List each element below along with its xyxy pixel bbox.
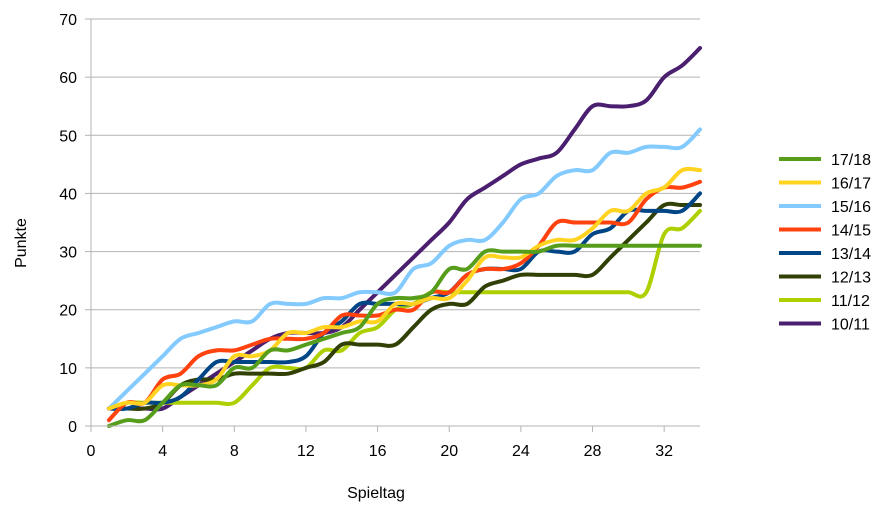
series-line-12-13 [106, 201, 702, 411]
x-tick-label: 28 [584, 443, 602, 460]
legend-item: 12/13 [779, 270, 871, 287]
x-axis-title: Spieltag [347, 485, 405, 502]
legend-label: 17/18 [831, 152, 871, 169]
y-tick-label: 40 [59, 186, 77, 203]
series-lines [106, 46, 702, 428]
x-tick-label: 0 [87, 443, 96, 460]
legend: 17/18 16/17 15/16 14/15 13/14 12/13 11/12 10/11 [779, 152, 871, 334]
legend-item: 17/18 [779, 152, 871, 169]
legend-label: 15/16 [831, 199, 871, 216]
legend-item: 11/12 [779, 293, 870, 310]
y-tick-label: 30 [59, 245, 77, 262]
x-tick-label: 8 [230, 443, 239, 460]
y-tick-label: 50 [59, 128, 77, 145]
x-tick-label: 24 [512, 443, 530, 460]
y-tick-label: 70 [59, 12, 77, 29]
legend-item: 13/14 [779, 246, 871, 263]
series-line-17-18 [106, 243, 702, 428]
series-line-16-17 [106, 166, 702, 411]
legend-item: 15/16 [779, 199, 871, 216]
series-line-15-16 [106, 127, 702, 411]
series-line-11-12 [106, 208, 702, 411]
legend-item: 14/15 [779, 223, 871, 240]
x-tick-label: 4 [158, 443, 167, 460]
legend-label: 10/11 [831, 317, 870, 334]
axes: 0 10 20 30 40 50 60 70 0 4 8 12 16 20 24 28 32 [59, 12, 700, 460]
y-axis-title: Punkte [13, 218, 30, 268]
series-line-14-15 [106, 179, 702, 423]
legend-label: 13/14 [831, 246, 871, 263]
y-tick-label: 60 [59, 70, 77, 87]
legend-label: 11/12 [831, 293, 870, 310]
y-tick-label: 20 [59, 303, 77, 320]
x-tick-label: 32 [655, 443, 673, 460]
y-tick-label: 10 [59, 361, 77, 378]
legend-label: 14/15 [831, 223, 871, 240]
legend-label: 12/13 [831, 270, 871, 287]
x-tick-label: 16 [369, 443, 387, 460]
legend-item: 16/17 [779, 176, 871, 193]
x-tick-label: 20 [440, 443, 458, 460]
x-tick-label: 12 [297, 443, 315, 460]
y-tick-label: 0 [68, 419, 77, 436]
legend-item: 10/11 [779, 317, 870, 334]
legend-label: 16/17 [831, 176, 871, 193]
